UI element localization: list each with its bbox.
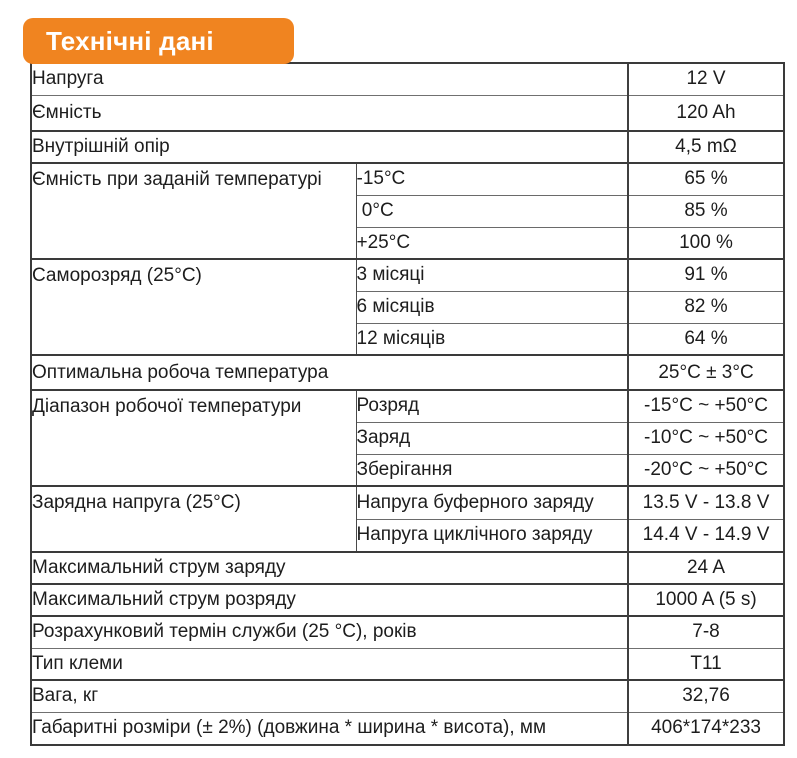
spec-sub-param: -15°C (355, 162, 629, 195)
spec-value: T11 (627, 647, 785, 680)
spec-sub-param: Розряд (355, 389, 629, 422)
spec-label: Оптимальна робоча температура (31, 354, 629, 390)
spec-value: 24 A (627, 551, 785, 584)
spec-value: -20°C ~ +50°C (627, 453, 785, 486)
spec-value: 32,76 (627, 679, 785, 712)
spec-label: Внутрішній опір (31, 130, 629, 163)
spec-value: 82 % (627, 290, 785, 323)
spec-value: 13.5 V - 13.8 V (627, 485, 785, 519)
spec-value: 64 % (627, 322, 785, 355)
spec-value: 25°C ± 3°C (627, 354, 785, 390)
spec-table: Напруга 12 V Ємність 120 Ah Внутрішній о… (30, 62, 786, 746)
table-row: Максимальний струм розряду 1000 A (5 s) (31, 583, 785, 616)
spec-value: 1000 A (5 s) (627, 583, 785, 616)
spec-label: Зарядна напруга (25°C) (31, 485, 356, 552)
spec-value: 14.4 V - 14.9 V (627, 518, 785, 552)
table-row: Заряд -10°C ~ +50°C (31, 421, 785, 454)
table-row: Напруга 12 V (31, 62, 785, 95)
table-row: Саморозряд (25°C) 3 місяці 91 % (31, 258, 785, 355)
spec-label: Ємність (31, 94, 629, 131)
spec-label: Максимальний струм заряду (31, 551, 629, 584)
spec-sub-param: 3 місяці (355, 258, 629, 291)
table-row: Діапазон робочої температури Розряд -15°… (31, 389, 785, 486)
table-row: 6 місяців 82 % (31, 290, 785, 323)
spec-value: 12 V (627, 62, 785, 95)
section-header-tab: Технічні дані (23, 18, 294, 64)
spec-value: 406*174*233 (627, 711, 785, 745)
spec-value: 85 % (627, 194, 785, 227)
spec-label: Саморозряд (25°C) (31, 258, 356, 355)
table-row: Тип клеми T11 (31, 647, 785, 680)
spec-label: Напруга (31, 62, 629, 95)
spec-sub-param: Заряд (355, 421, 629, 454)
spec-value: 7-8 (627, 615, 785, 648)
spec-value: 4,5 mΩ (627, 130, 785, 163)
table-row: Ємність 120 Ah (31, 94, 785, 131)
spec-label: Розрахунковий термін служби (25 °C), рок… (31, 615, 629, 648)
spec-value: -10°C ~ +50°C (627, 421, 785, 454)
spec-value: 120 Ah (627, 94, 785, 131)
table-row: Вага, кг 32,76 (31, 679, 785, 712)
table-row: 12 місяців 64 % (31, 322, 785, 355)
spec-sub-param: Напруга циклічного заряду (355, 518, 629, 552)
spec-sub-param: Зберігання (355, 453, 629, 486)
spec-value: 91 % (627, 258, 785, 291)
table-row: Оптимальна робоча температура 25°C ± 3°C (31, 354, 785, 390)
table-row: Ємність при заданій температурі -15°C 65… (31, 162, 785, 259)
table-row: Максимальний струм заряду 24 A (31, 551, 785, 584)
table-row: Розрахунковий термін служби (25 °C), рок… (31, 615, 785, 648)
table-row: +25°C 100 % (31, 226, 785, 259)
spec-label: Вага, кг (31, 679, 629, 712)
spec-label: Діапазон робочої температури (31, 389, 356, 486)
table-row: Габаритні розміри (± 2%) (довжина * шири… (31, 711, 785, 745)
table-row: Зберігання -20°C ~ +50°C (31, 453, 785, 486)
table-row: Внутрішній опір 4,5 mΩ (31, 130, 785, 163)
spec-label: Габаритні розміри (± 2%) (довжина * шири… (31, 711, 629, 745)
spec-sub-param: +25°C (355, 226, 629, 259)
spec-label: Ємність при заданій температурі (31, 162, 356, 259)
spec-label: Тип клеми (31, 647, 629, 680)
table-row: Зарядна напруга (25°C) Напруга буферного… (31, 485, 785, 552)
spec-sub-param: 12 місяців (355, 322, 629, 355)
spec-sub-param: 6 місяців (355, 290, 629, 323)
spec-value: -15°C ~ +50°C (627, 389, 785, 422)
spec-sub-param: 0°C (355, 194, 629, 227)
spec-sub-param: Напруга буферного заряду (355, 485, 629, 519)
spec-value: 100 % (627, 226, 785, 259)
table-row: 0°C 85 % (31, 194, 785, 227)
spec-value: 65 % (627, 162, 785, 195)
table-row: Напруга циклічного заряду 14.4 V - 14.9 … (31, 518, 785, 552)
section-title: Технічні дані (46, 25, 214, 56)
spec-label: Максимальний струм розряду (31, 583, 629, 616)
